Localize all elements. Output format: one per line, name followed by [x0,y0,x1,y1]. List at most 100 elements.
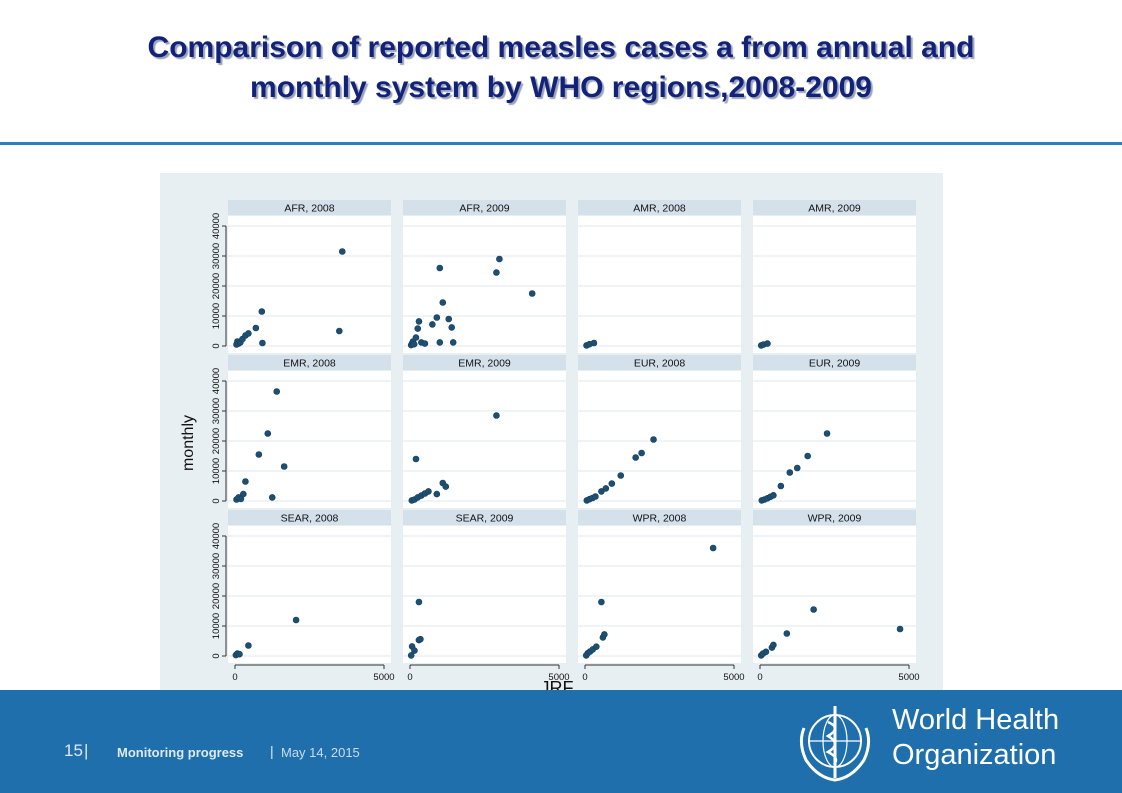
y-tick-label: 30000 [211,398,222,424]
data-point [638,449,645,457]
data-point [592,493,599,500]
data-point [245,642,252,649]
data-point [783,630,791,637]
data-point [245,330,252,337]
panel-strip [403,510,566,525]
data-point [617,472,625,479]
who-emblem-icon [799,706,871,782]
slide-title-line1: Comparison of reported measles cases a f… [147,31,975,64]
data-point [598,488,605,495]
panel-strip [403,355,566,370]
data-point [429,321,436,328]
data-point [445,315,453,323]
chart-svg: monthly JRF AFR, 20080100002000030000400… [180,200,920,698]
x-tick-label: 5000 [548,672,569,683]
panel-plot-area [228,526,391,663]
data-point [240,490,247,498]
data-point [433,314,441,321]
panel-plot-area [403,216,566,353]
x-tick-label: 5000 [898,672,919,683]
x-tick-label: 0 [582,672,587,683]
data-point [415,318,423,325]
panel-label: AMR, 2009 [808,203,861,215]
slide-title-line2: monthly system by WHO regions,2008-2009 [250,71,872,104]
footer-bar [0,690,1122,793]
data-point [709,544,717,552]
data-point [414,325,422,332]
data-point [415,598,423,606]
footer-separator: | [270,743,274,759]
panel-plot-area [228,371,391,508]
panel-strip [578,355,741,370]
data-point [336,327,343,335]
organization-name-line1: World Health [892,704,1060,736]
panel-strip [753,355,916,370]
data-point [436,339,444,346]
data-point [449,339,457,346]
data-point [598,598,605,606]
y-tick-label: 10000 [211,303,222,329]
data-point [762,648,770,656]
data-point [528,290,536,297]
panel-label: SEAR, 2009 [456,513,514,525]
y-tick-label: 20000 [211,273,222,299]
y-tick-label: 30000 [211,243,222,269]
scatter-chart-panel-grid: monthly JRF AFR, 2008 0 10000 20000 30000 400… [160,173,943,698]
title-divider [0,142,1122,145]
panel-label: WPR, 2009 [808,513,862,525]
data-point [264,430,272,437]
footer-section-title: Monitoring progress [117,745,244,760]
panel-label: AFR, 2008 [284,203,334,215]
panel-strip [753,510,916,525]
footer-date: May 14, 2015 [281,745,360,760]
panel-label: SEAR, 2008 [281,513,339,525]
data-point [793,464,801,472]
panel-strip [228,200,391,215]
data-point [252,324,260,332]
data-point [421,340,429,347]
organization-name-line2: Organization [892,739,1057,771]
data-point [258,308,266,315]
panel-strip [753,200,916,215]
panel-plot-area [228,216,391,353]
data-point [412,455,420,463]
x-tick-label: 0 [407,672,412,683]
y-tick-label: 40000 [211,368,222,394]
panel-plot-area [753,371,916,508]
panel-plot-area [753,216,916,353]
panel-strip [578,510,741,525]
data-point [770,641,777,649]
data-point [280,463,288,470]
panel-strip [228,510,391,525]
y-tick-label: 0 [211,498,222,503]
data-point [417,635,424,643]
data-point [338,248,346,255]
page-separator: | [84,741,89,760]
data-point [786,469,794,476]
data-point [602,485,610,492]
data-point [412,334,420,341]
panel-label: EUR, 2009 [809,358,861,370]
data-point [896,625,904,633]
data-point [804,452,811,460]
data-point [425,488,432,495]
data-point [442,483,450,490]
data-point [777,482,785,490]
data-point [810,606,817,613]
panel-plot-area [403,526,566,663]
panel-strip [228,355,391,370]
panel-label: EMR, 2008 [283,358,336,370]
x-tick-label: 0 [232,672,237,683]
data-point [650,436,657,443]
panel-plot-area [403,371,566,508]
y-tick-label: 0 [211,653,222,658]
x-tick-label: 5000 [723,672,744,683]
data-point [590,339,598,347]
panel-strip [578,200,741,215]
y-tick-label: 10000 [211,613,222,639]
panel-plot-area [753,526,916,663]
data-point [436,264,444,272]
panel-label: EMR, 2009 [458,358,511,370]
y-tick-label: 20000 [211,428,222,454]
panel-plot-area [578,526,741,663]
